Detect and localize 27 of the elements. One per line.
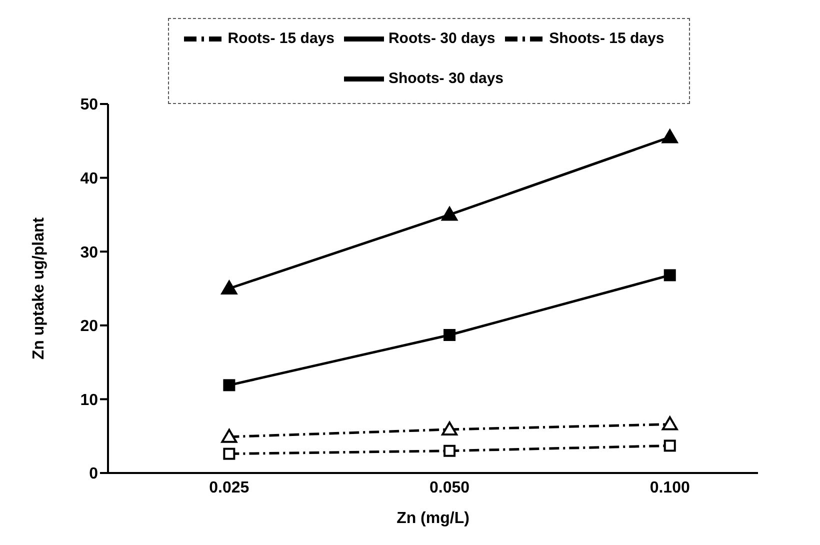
x-tick-label: 0.025 bbox=[209, 479, 250, 496]
legend-label: Roots- 15 days bbox=[228, 30, 334, 47]
legend-label: Shoots- 30 days bbox=[388, 70, 504, 87]
point bbox=[444, 328, 456, 341]
point bbox=[221, 280, 238, 294]
x-tick-label: 0.100 bbox=[650, 479, 690, 496]
y-tick-label: 10 bbox=[80, 392, 98, 409]
point bbox=[662, 129, 678, 144]
point bbox=[221, 428, 238, 443]
y-tick-label: 30 bbox=[80, 244, 98, 262]
y-tick-label: 20 bbox=[80, 318, 98, 336]
x-axis-title: Zn (mg/L) bbox=[396, 510, 470, 527]
point bbox=[662, 416, 678, 430]
point bbox=[223, 448, 236, 460]
y-tick-label: 50 bbox=[80, 96, 98, 114]
point bbox=[442, 206, 458, 221]
y-axis-title: Zn uptake ug/plant bbox=[30, 216, 48, 360]
point bbox=[664, 269, 676, 282]
point bbox=[664, 440, 676, 452]
point bbox=[223, 379, 236, 392]
y-tick-label: 0 bbox=[89, 466, 98, 483]
y-tick-label: 40 bbox=[80, 170, 98, 188]
legend-label: Roots- 30 days bbox=[388, 30, 496, 47]
x-tick-label: 0.050 bbox=[430, 479, 470, 496]
legend-label: Shoots- 15 days bbox=[549, 30, 664, 47]
point bbox=[444, 444, 456, 457]
point bbox=[442, 421, 458, 436]
